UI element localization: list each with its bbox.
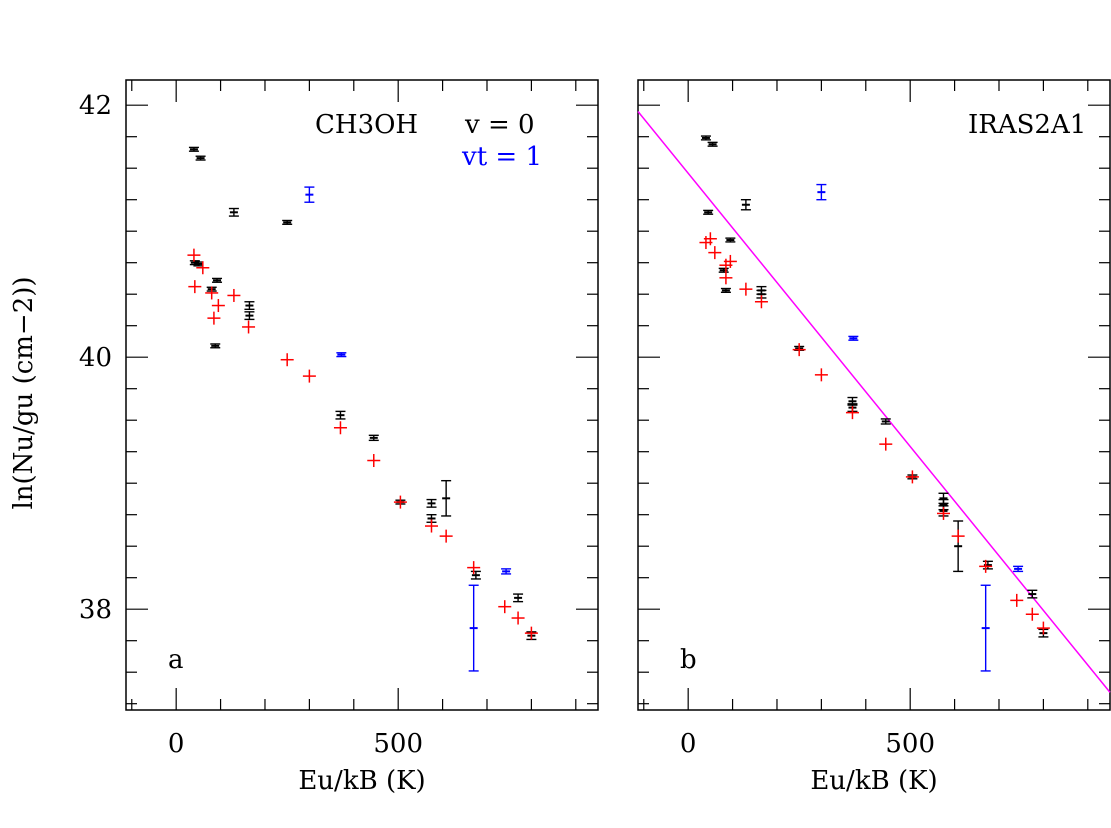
panel-a-tag: a [168, 645, 184, 675]
data-point-model [1010, 593, 1024, 607]
data-point-model [951, 529, 965, 543]
data-point-v0 [740, 198, 751, 211]
data-point-v0 [368, 434, 379, 442]
y-tick-label: 40 [79, 343, 112, 373]
data-point-v0 [426, 498, 437, 508]
panel-a-vt1-label: vt = 1 [461, 142, 542, 172]
data-point-v0 [880, 418, 891, 425]
data-point-model [814, 368, 828, 382]
data-point-model [524, 626, 538, 640]
panel-b-fit [637, 111, 1111, 693]
panel-a: 38 40 42 0 500 CH3OH v = 0 vt = 1 a Eu/kB (K… [79, 79, 599, 796]
data-point-model [205, 286, 219, 300]
data-point-vt1 [980, 584, 991, 672]
data-point-model [719, 271, 733, 285]
data-point-v0 [703, 209, 714, 215]
data-point-model [188, 280, 202, 294]
data-point-v0 [244, 311, 255, 321]
data-point-v0 [982, 560, 993, 570]
data-point-v0 [228, 207, 239, 217]
data-point-v0 [720, 287, 731, 294]
data-point-model [207, 311, 221, 325]
panel-b: 0 500 IRAS2A1 b Eu/kB (K) [637, 79, 1111, 796]
data-point-model [879, 437, 893, 451]
data-point-model [754, 295, 768, 309]
data-point-model [242, 320, 256, 334]
data-point-v0 [210, 343, 221, 349]
panel-b-frame [637, 79, 1111, 711]
data-point-v0 [212, 277, 223, 283]
data-point-model [708, 246, 722, 260]
data-point-v0 [188, 146, 199, 152]
data-point-vt1 [336, 352, 347, 358]
data-point-model [187, 248, 201, 262]
panel-a-molecule-label: CH3OH [315, 110, 418, 140]
data-point-model [792, 343, 806, 357]
data-point-model [333, 421, 347, 435]
panel-b-tag: b [680, 645, 697, 675]
panel-a-x-axis-label: Eu/kB (K) [298, 766, 425, 796]
panel-a-ticks: 38 40 42 0 500 [79, 80, 598, 759]
y-tick-label: 42 [79, 91, 112, 121]
data-point-vt1 [1013, 565, 1024, 573]
data-point-v0 [513, 593, 524, 603]
panel-b-ticks: 0 500 [638, 80, 1110, 759]
data-point-v0 [441, 479, 452, 517]
data-point-v0 [195, 155, 206, 161]
data-point-model [845, 406, 859, 420]
x-tick-label: 0 [168, 729, 185, 759]
panel-b-x-axis-label: Eu/kB (K) [810, 766, 937, 796]
data-point-model [280, 353, 294, 367]
data-point-model [739, 282, 753, 296]
data-point-v0 [700, 135, 711, 141]
data-point-vt1 [304, 186, 315, 203]
data-point-model [367, 454, 381, 468]
data-point-v0 [1027, 589, 1038, 599]
data-point-model [467, 561, 481, 575]
data-point-model [703, 232, 717, 246]
data-point-model [393, 495, 407, 509]
data-point-v0 [470, 570, 481, 580]
data-point-model [498, 600, 512, 614]
panel-a-v0-label: v = 0 [464, 110, 535, 140]
data-point-model [227, 288, 241, 302]
data-point-v0 [718, 267, 729, 273]
data-point-model [424, 519, 438, 533]
data-point-vt1 [501, 568, 512, 575]
data-point-v0 [244, 301, 255, 311]
panel-a-frame [125, 79, 599, 711]
data-point-vt1 [848, 335, 859, 341]
data-point-model [936, 506, 950, 520]
data-point-model [905, 470, 919, 484]
data-point-v0 [282, 219, 293, 225]
y-axis-label-text: ln(Nu/gu (cm−2)) [9, 276, 39, 509]
x-tick-label: 500 [885, 729, 935, 759]
x-tick-label: 500 [373, 729, 423, 759]
y-tick-label: 38 [79, 595, 112, 625]
x-tick-label: 0 [680, 729, 697, 759]
panel-b-marks [699, 135, 1050, 672]
data-point-vt1 [816, 183, 827, 201]
data-point-v0 [193, 261, 204, 267]
data-point-v0 [707, 141, 718, 147]
fit-line [637, 111, 1111, 693]
data-point-model [1036, 621, 1050, 635]
panel-a-marks [187, 146, 538, 672]
data-point-vt1 [468, 584, 479, 672]
data-point-v0 [953, 520, 964, 573]
panel-b-source-label: IRAS2A1 [968, 110, 1086, 140]
data-point-model [302, 369, 316, 383]
data-point-model [979, 559, 993, 573]
y-axis-label: ln(Nu/gu (cm−2)) [9, 276, 39, 509]
data-point-model [439, 529, 453, 543]
data-point-v0 [725, 237, 736, 243]
data-point-model [211, 299, 225, 313]
data-point-model [1025, 607, 1039, 621]
data-point-v0 [335, 410, 346, 420]
data-point-model [511, 611, 525, 625]
data-point-model [723, 254, 737, 268]
data-point-model [196, 261, 210, 275]
